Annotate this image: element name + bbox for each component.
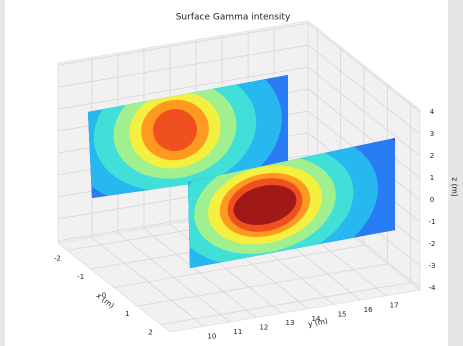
chart-title: Surface Gamma intensity [176,13,291,23]
grid-line [57,66,421,157]
z-tick-label: 0 [430,196,434,204]
y-tick-label: 17 [390,302,399,310]
y-tick-label: 14 [312,315,321,323]
y-axis-label: y (m) [307,316,328,328]
x-tick-label: 1 [125,310,129,318]
grid-line [113,65,365,288]
z-tick-label: 4 [430,108,435,116]
x-tick-label: -2 [54,254,61,262]
y-tick-label: 13 [286,319,295,327]
y-tick-label: 12 [259,324,268,332]
y-tick-label: 11 [233,328,242,336]
grid-line [57,44,421,135]
x-tick-label: 0 [102,292,106,300]
z-tick-label: -3 [429,262,436,270]
x-tick-label: -1 [77,273,84,281]
z-tick-label: 1 [430,174,434,182]
z-tick-label: -2 [429,240,436,248]
grid-line [160,102,412,325]
z-tick-label: 2 [430,152,434,160]
x-tick-label: 2 [148,329,152,337]
grid-line [57,22,421,113]
y-tick-label: 15 [338,310,347,318]
y-tick-label: 16 [364,306,373,314]
y-tick-label: 10 [207,332,216,340]
z-tick-label: -1 [429,218,436,226]
z-tick-label: -4 [429,284,437,292]
z-tick-label: 3 [430,130,434,138]
z-axis-label: z (m) [450,177,459,197]
